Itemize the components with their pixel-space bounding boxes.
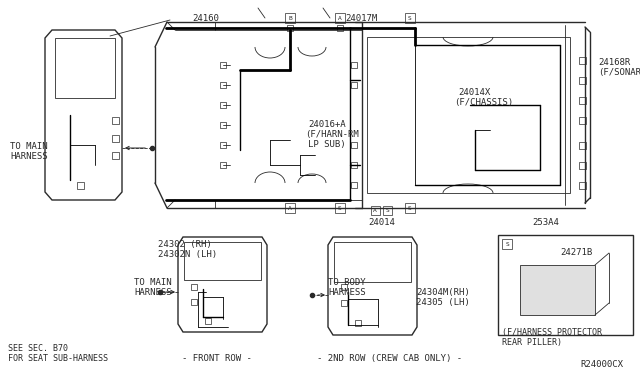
Text: 24016+A: 24016+A bbox=[308, 120, 346, 129]
Bar bbox=[341, 300, 347, 306]
Text: (F/HARNESS PROTECTOR: (F/HARNESS PROTECTOR bbox=[502, 328, 602, 337]
Bar bbox=[55, 38, 115, 98]
Text: (F/CHASSIS): (F/CHASSIS) bbox=[454, 98, 513, 107]
Text: HARNESS: HARNESS bbox=[10, 152, 47, 161]
Bar bbox=[351, 142, 357, 148]
Text: 24302 (RH): 24302 (RH) bbox=[158, 240, 212, 249]
Text: 253A4: 253A4 bbox=[532, 218, 559, 227]
Bar bbox=[191, 284, 197, 290]
Bar bbox=[351, 82, 357, 88]
Bar bbox=[498, 235, 633, 335]
Bar bbox=[220, 102, 226, 108]
Bar bbox=[355, 320, 361, 326]
Text: 24014X: 24014X bbox=[458, 88, 490, 97]
Bar bbox=[579, 97, 586, 104]
Text: S: S bbox=[408, 205, 412, 211]
Text: TO BODY: TO BODY bbox=[328, 278, 365, 287]
Bar bbox=[371, 206, 380, 215]
Bar bbox=[579, 162, 586, 169]
Bar bbox=[337, 25, 343, 31]
Text: 24160: 24160 bbox=[192, 14, 219, 23]
Bar bbox=[502, 239, 512, 249]
Bar bbox=[205, 318, 211, 324]
Bar bbox=[285, 13, 295, 23]
Polygon shape bbox=[45, 30, 122, 200]
Text: S: S bbox=[385, 208, 389, 212]
Text: S: S bbox=[338, 205, 342, 211]
Text: TO MAIN: TO MAIN bbox=[134, 278, 172, 287]
Text: REAR PILLER): REAR PILLER) bbox=[502, 338, 562, 347]
Text: 24305 (LH): 24305 (LH) bbox=[416, 298, 470, 307]
Text: - 2ND ROW (CREW CAB ONLY) -: - 2ND ROW (CREW CAB ONLY) - bbox=[317, 354, 463, 363]
Text: LP SUB): LP SUB) bbox=[308, 140, 346, 149]
Bar bbox=[335, 203, 345, 213]
Bar bbox=[351, 62, 357, 68]
Text: 24014: 24014 bbox=[368, 218, 395, 227]
Text: 24017M: 24017M bbox=[345, 14, 377, 23]
Bar bbox=[351, 162, 357, 168]
Bar bbox=[334, 242, 411, 282]
Bar bbox=[77, 182, 84, 189]
Bar bbox=[220, 142, 226, 148]
Bar bbox=[220, 82, 226, 88]
Text: A: A bbox=[288, 205, 292, 211]
Text: (F/SONAR): (F/SONAR) bbox=[598, 68, 640, 77]
Text: 24302N (LH): 24302N (LH) bbox=[158, 250, 217, 259]
Text: SEE SEC. B70: SEE SEC. B70 bbox=[8, 344, 68, 353]
Polygon shape bbox=[328, 237, 417, 335]
Text: 24304M(RH): 24304M(RH) bbox=[416, 288, 470, 297]
Text: S: S bbox=[505, 241, 509, 247]
Bar bbox=[579, 77, 586, 84]
Bar bbox=[335, 13, 345, 23]
Text: A: A bbox=[338, 16, 342, 20]
Bar bbox=[351, 182, 357, 188]
Bar bbox=[579, 142, 586, 149]
Text: 24271B: 24271B bbox=[560, 248, 592, 257]
Bar bbox=[285, 203, 295, 213]
Text: HARNESS: HARNESS bbox=[134, 288, 172, 297]
Text: FOR SEAT SUB-HARNESS: FOR SEAT SUB-HARNESS bbox=[8, 354, 108, 363]
Text: HARNESS: HARNESS bbox=[328, 288, 365, 297]
Text: R24000CX: R24000CX bbox=[580, 360, 623, 369]
Bar bbox=[184, 242, 261, 280]
Text: (F/HARN-RM: (F/HARN-RM bbox=[305, 130, 359, 139]
Bar bbox=[112, 135, 119, 142]
Text: S: S bbox=[408, 16, 412, 20]
Bar bbox=[367, 37, 570, 193]
Bar bbox=[191, 299, 197, 305]
Bar bbox=[220, 62, 226, 68]
Bar bbox=[579, 182, 586, 189]
Bar bbox=[287, 25, 293, 31]
Text: TO MAIN: TO MAIN bbox=[10, 142, 47, 151]
Bar bbox=[405, 203, 415, 213]
Bar bbox=[220, 162, 226, 168]
Polygon shape bbox=[178, 237, 267, 332]
Bar bbox=[383, 206, 392, 215]
Bar bbox=[112, 117, 119, 124]
Text: A: A bbox=[373, 208, 377, 212]
Bar bbox=[520, 265, 595, 315]
Text: 24168R: 24168R bbox=[598, 58, 630, 67]
Bar bbox=[341, 284, 347, 290]
Text: - FRONT ROW -: - FRONT ROW - bbox=[182, 354, 252, 363]
Bar bbox=[405, 13, 415, 23]
Bar bbox=[579, 57, 586, 64]
Bar bbox=[220, 122, 226, 128]
Bar bbox=[579, 117, 586, 124]
Text: B: B bbox=[288, 16, 292, 20]
Bar bbox=[112, 152, 119, 159]
